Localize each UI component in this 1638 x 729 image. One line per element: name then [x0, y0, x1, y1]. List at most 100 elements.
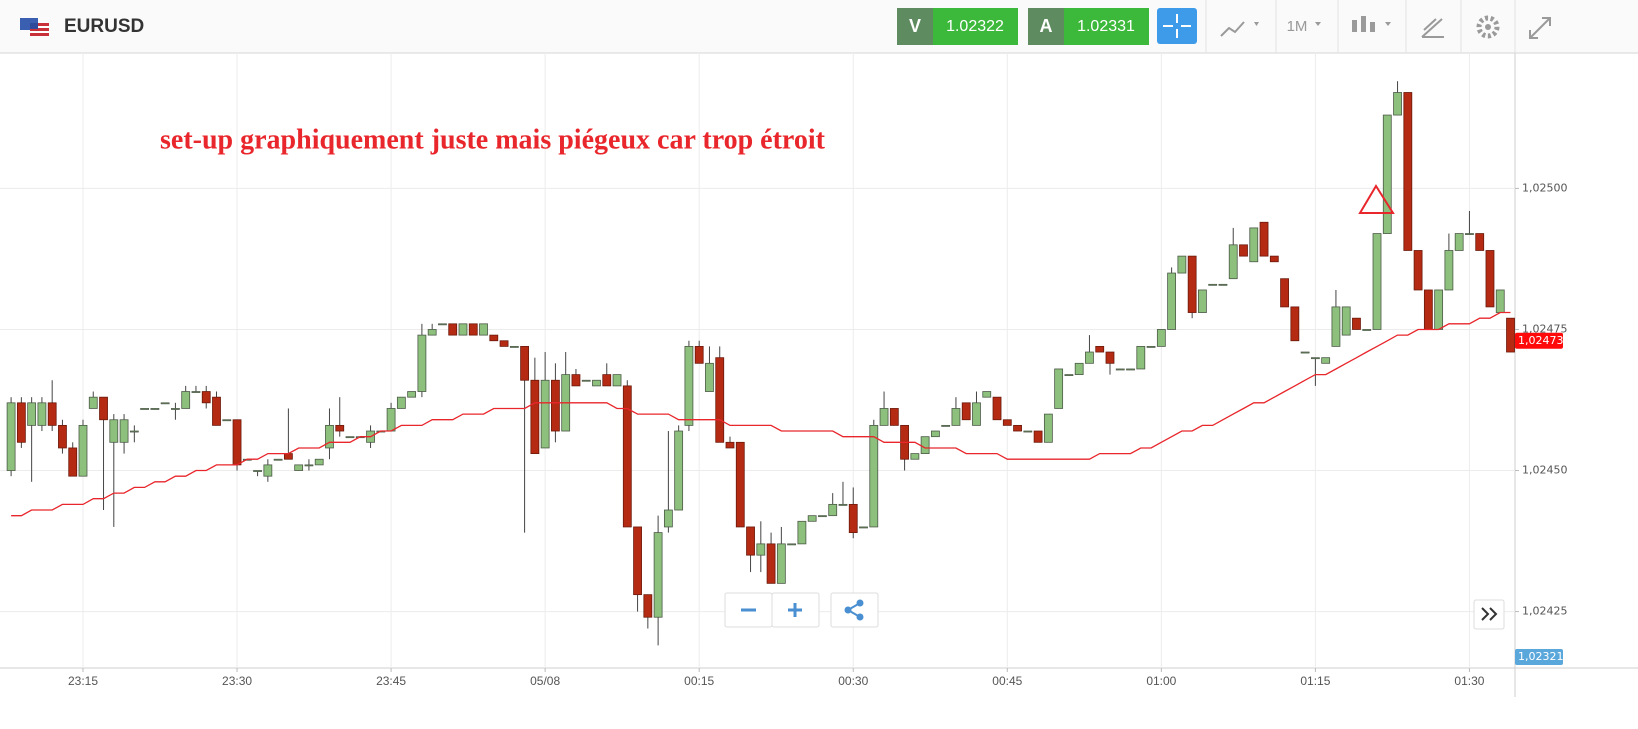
candle-body — [304, 464, 314, 467]
bid-label: V — [909, 16, 921, 36]
candle-body — [1228, 244, 1238, 280]
y-tick-label: 1,02425 — [1522, 605, 1568, 618]
ask-price-button[interactable] — [1064, 8, 1149, 45]
share-button[interactable] — [830, 592, 879, 628]
ask-price: 1.02331 — [1077, 18, 1135, 35]
candle-body — [633, 526, 642, 596]
candle-body — [1393, 92, 1402, 116]
candle-body — [807, 515, 817, 522]
candle-body — [427, 329, 437, 336]
candle-body — [1074, 362, 1084, 376]
candle-body — [129, 430, 139, 433]
toolbar-separators — [1205, 0, 1516, 53]
candle-body — [509, 345, 519, 348]
x-tick-label: 00:15 — [684, 674, 714, 688]
candle-body — [1249, 227, 1259, 263]
ask-button[interactable] — [1028, 8, 1064, 45]
draw-button[interactable] — [1421, 18, 1444, 38]
candle-body — [520, 345, 529, 381]
candle-body — [889, 408, 899, 426]
candle-body — [869, 424, 879, 528]
x-tick-label: 23:15 — [68, 674, 98, 688]
candle-body — [68, 447, 78, 477]
candle-body — [273, 458, 283, 461]
candle-body — [1023, 430, 1033, 433]
candle-body — [1085, 351, 1094, 364]
candle-body — [756, 543, 766, 556]
timeframe[interactable]: 1M — [1287, 18, 1308, 35]
chart-style-button[interactable] — [1220, 21, 1259, 37]
candle-body — [530, 379, 540, 454]
zoom-out-button[interactable] — [724, 592, 773, 628]
candle-body — [941, 424, 951, 427]
candle-body — [232, 419, 242, 466]
candle-body — [407, 391, 417, 398]
candle-body — [345, 436, 355, 439]
candle-body — [314, 458, 324, 466]
candle-body — [181, 391, 191, 409]
symbol[interactable]: EURUSD — [64, 16, 144, 37]
candle-body — [283, 453, 293, 460]
candle-body — [1362, 329, 1372, 331]
candle-body — [1013, 424, 1022, 432]
candle-body — [1167, 272, 1177, 330]
candle-body — [1280, 278, 1289, 308]
candle-body — [992, 396, 1002, 421]
plot-area — [6, 81, 1515, 646]
crosshair-button[interactable] — [1157, 8, 1197, 44]
candle-body — [1444, 250, 1454, 291]
candle-body — [88, 396, 98, 409]
candle-body — [1002, 419, 1012, 426]
x-tick-label: 01:00 — [1146, 674, 1176, 688]
candle-body — [663, 509, 673, 528]
bid-price-button[interactable] — [933, 8, 1018, 45]
candle-body — [201, 391, 211, 404]
candle-body — [787, 543, 797, 546]
candle-body — [1382, 114, 1392, 234]
candle-body — [1485, 250, 1495, 308]
last-price-label: 1,02473 — [1518, 334, 1564, 347]
candle-body — [1495, 289, 1505, 313]
x-tick-label: 23:45 — [376, 674, 406, 688]
candle-body — [191, 391, 201, 393]
candle-body — [58, 424, 67, 449]
candle-body — [1434, 289, 1444, 330]
candle-type-button[interactable] — [1352, 16, 1391, 32]
candle-body — [1239, 244, 1248, 257]
candle-body — [1259, 221, 1269, 257]
candle-body — [417, 334, 427, 392]
candle-body — [818, 515, 827, 518]
candle-body — [1310, 357, 1320, 360]
low-price-marker — [1515, 649, 1563, 665]
zoom-in-button[interactable] — [771, 592, 820, 628]
low-price-label: 1,02321 — [1518, 650, 1564, 663]
moving-average-line — [11, 311, 1511, 517]
bid-button[interactable] — [897, 8, 933, 45]
candle-body — [222, 419, 232, 422]
candle-body — [499, 340, 509, 347]
candle-body — [1198, 289, 1207, 313]
x-tick-label: 05/08 — [530, 674, 560, 688]
settings-button[interactable] — [1476, 15, 1500, 39]
candle-body — [489, 334, 499, 342]
scroll-right-button[interactable] — [1473, 599, 1505, 630]
candle-body — [653, 532, 663, 618]
candle-body — [1187, 255, 1197, 313]
fullscreen-button[interactable] — [1529, 17, 1551, 39]
candle-body — [571, 374, 581, 387]
candle-body — [160, 402, 170, 405]
y-tick-label: 1,02500 — [1522, 181, 1568, 194]
candle-body — [1331, 306, 1341, 347]
candle-body — [735, 441, 745, 528]
candle-body — [109, 419, 119, 443]
candle-body — [1290, 306, 1300, 342]
candle-body — [828, 503, 838, 517]
candle-body — [448, 323, 458, 336]
candle-body — [1413, 250, 1423, 291]
candle-body — [1115, 368, 1125, 371]
x-tick-label: 00:30 — [838, 674, 868, 688]
bid-price: 1.02322 — [946, 18, 1004, 35]
candle-body — [848, 503, 858, 533]
candle-body — [1475, 233, 1485, 251]
